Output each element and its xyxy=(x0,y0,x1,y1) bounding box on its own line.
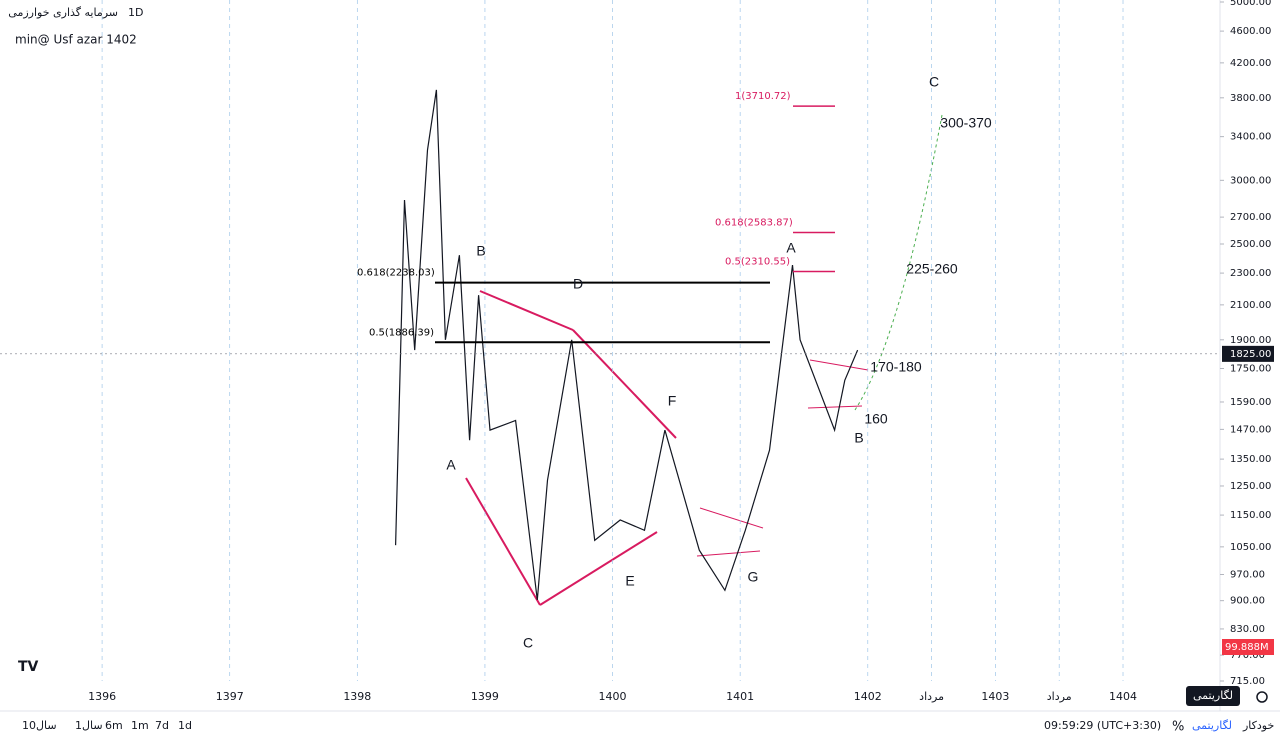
wave-label: F xyxy=(668,393,677,409)
range-button[interactable]: 10سال xyxy=(22,719,57,732)
volume-label: 99.888M xyxy=(1225,642,1269,653)
wave-label: 225-260 xyxy=(906,261,958,277)
y-tick-label: 4200.00 xyxy=(1230,58,1271,69)
y-tick-label: 1900.00 xyxy=(1230,335,1271,346)
price-line xyxy=(395,89,859,600)
y-tick-label: 2500.00 xyxy=(1230,239,1271,250)
wave-label: A xyxy=(446,457,456,473)
range-button[interactable]: 6m xyxy=(105,719,123,732)
y-tick-label: 900.00 xyxy=(1230,596,1265,607)
y-tick-label: 830.00 xyxy=(1230,624,1265,635)
y-tick-label: 4600.00 xyxy=(1230,26,1271,37)
log-toggle[interactable]: لگاریتمی xyxy=(1192,719,1232,732)
wave-label: 300-370 xyxy=(940,115,992,131)
projection xyxy=(854,114,943,411)
wave-label: 170-180 xyxy=(870,359,922,375)
y-tick-label: 1470.00 xyxy=(1230,424,1271,435)
volume-box xyxy=(1222,639,1274,655)
range-button[interactable]: 7d xyxy=(155,719,169,732)
percent-toggle[interactable]: % xyxy=(1172,720,1184,735)
x-tick-label: 1401 xyxy=(726,690,754,703)
y-tick-label: 1050.00 xyxy=(1230,542,1271,553)
x-tick-label: 1403 xyxy=(981,690,1009,703)
y-tick-label: 970.00 xyxy=(1230,570,1265,581)
tooltip-box xyxy=(1186,686,1240,706)
wave-label: D xyxy=(573,276,583,292)
y-tick-label: 1750.00 xyxy=(1230,364,1271,375)
y-tick-label: 3400.00 xyxy=(1230,132,1271,143)
fib-label: 1(3710.72) xyxy=(735,91,791,102)
range-button[interactable]: 1d xyxy=(178,719,192,732)
symbol: سرمایه گذاری خوارزمی xyxy=(8,6,118,19)
wave-label: E xyxy=(625,573,634,589)
y-tick-label: 2300.00 xyxy=(1230,268,1271,279)
x-tick-label: مرداد xyxy=(1047,690,1072,703)
fib-label: 0.618(2583.87) xyxy=(715,217,793,228)
y-tick-label: 1350.00 xyxy=(1230,454,1271,465)
settings-icon[interactable] xyxy=(1256,691,1268,703)
x-tick-label: 1404 xyxy=(1109,690,1137,703)
fib-label: 0.5(1886.39) xyxy=(369,327,434,338)
x-tick-label: 1397 xyxy=(216,690,244,703)
y-tick-label: 1250.00 xyxy=(1230,481,1271,492)
y-tick-label: 2700.00 xyxy=(1230,212,1271,223)
logo: TV xyxy=(18,659,39,675)
y-tick-label: 1150.00 xyxy=(1230,510,1271,521)
wave-label: C xyxy=(929,74,939,90)
y-tick-label: 2100.00 xyxy=(1230,300,1271,311)
interval: 1D xyxy=(128,6,143,19)
range-button[interactable]: 1m xyxy=(131,719,149,732)
y-tick-label: 770.00 xyxy=(1230,650,1265,661)
wave-label: B xyxy=(854,430,863,446)
fib-label: 0.5(2310.55) xyxy=(725,257,790,268)
wave-label: B xyxy=(476,243,485,259)
x-tick-label: مرداد xyxy=(919,690,944,703)
wave-label: G xyxy=(748,569,759,585)
x-tick-label: 1396 xyxy=(88,690,116,703)
x-tick-label: 1398 xyxy=(343,690,371,703)
y-tick-label: 3000.00 xyxy=(1230,175,1271,186)
trendlines xyxy=(465,290,869,606)
auto-toggle[interactable]: خودکار xyxy=(1242,719,1274,732)
wave-label: C xyxy=(523,635,533,651)
last-price-box xyxy=(1222,345,1274,362)
note: min@ Usf azar 1402 xyxy=(15,33,137,47)
y-tick-label: 715.00 xyxy=(1230,676,1265,687)
fib-label: 0.618(2238.03) xyxy=(357,268,435,279)
y-tick-label: 3800.00 xyxy=(1230,93,1271,104)
clock: 09:59:29 (UTC+3:30) xyxy=(1044,719,1161,732)
wave-label: 160 xyxy=(864,411,888,427)
last-price-label: 1825.00 xyxy=(1230,349,1271,360)
wave-label: A xyxy=(786,240,796,256)
y-tick-label: 5000.00 xyxy=(1230,0,1271,8)
tooltip: لگاریتمی xyxy=(1193,689,1233,702)
range-button[interactable]: 1سال xyxy=(75,719,103,732)
x-tick-label: 1400 xyxy=(599,690,627,703)
x-tick-label: 1399 xyxy=(471,690,499,703)
y-tick-label: 1590.00 xyxy=(1230,397,1271,408)
x-tick-label: 1402 xyxy=(854,690,882,703)
